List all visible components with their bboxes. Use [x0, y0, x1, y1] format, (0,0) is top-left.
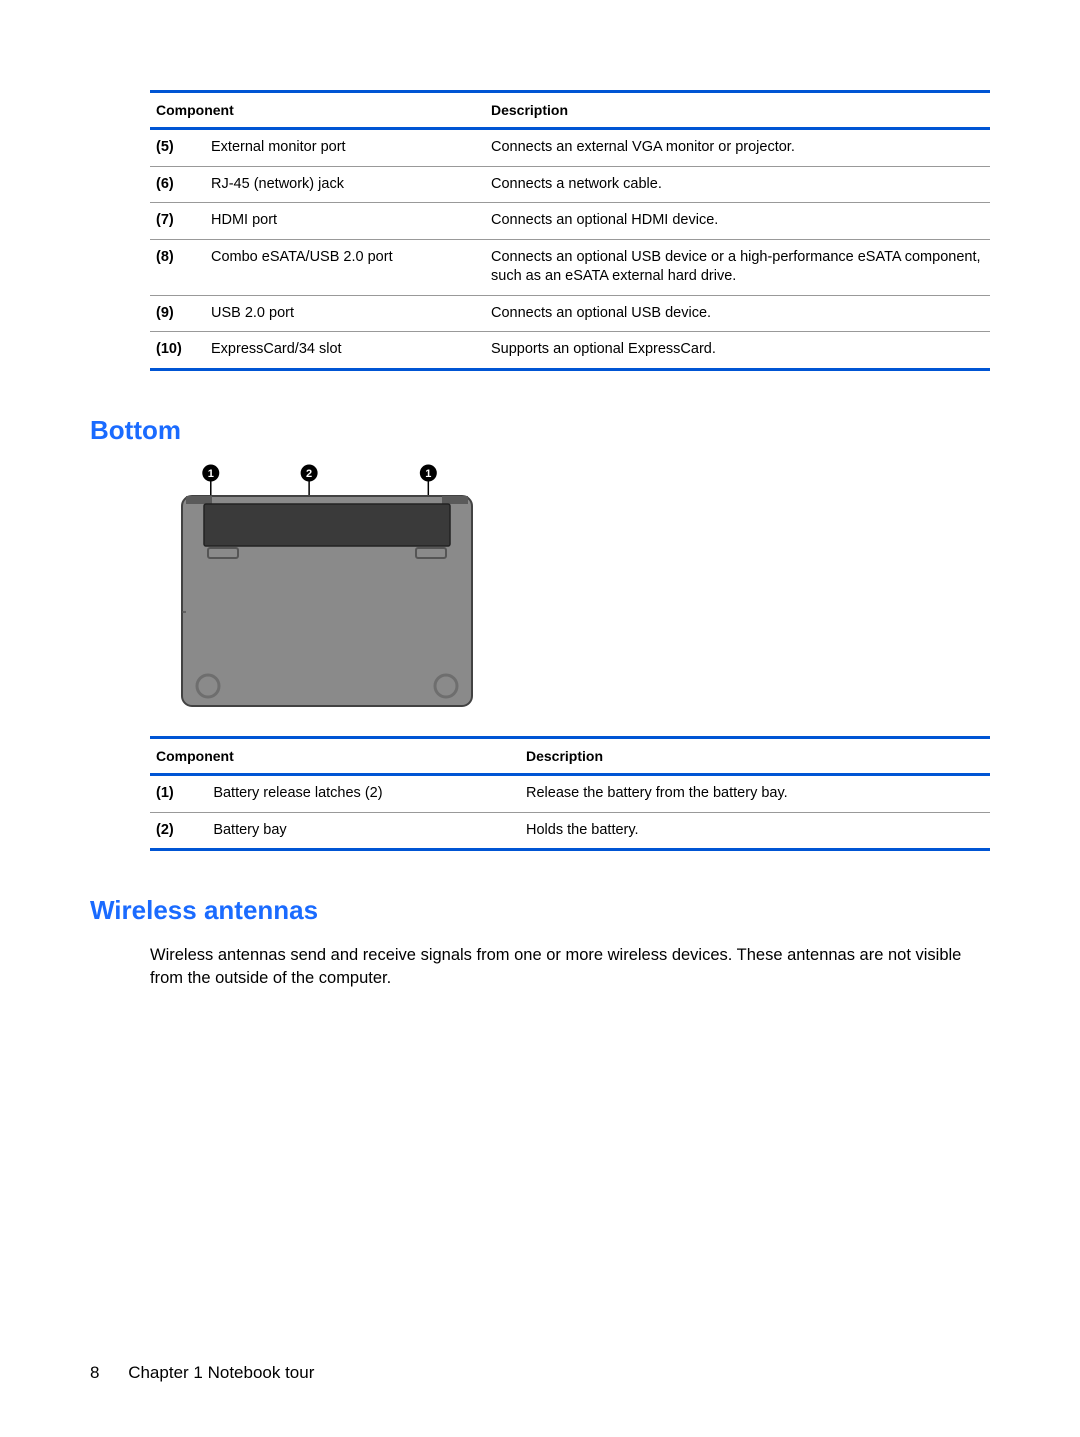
table-header-description: Description: [520, 737, 990, 774]
bottom-section-content: 1 2 1: [150, 464, 990, 851]
components-table-top: Component Description (5)External monito…: [150, 90, 990, 371]
heading-bottom: Bottom: [90, 415, 990, 446]
wireless-antennas-body: Wireless antennas send and receive signa…: [150, 944, 990, 990]
table-row: (6)RJ-45 (network) jackConnects a networ…: [150, 166, 990, 203]
table-header-component: Component: [150, 92, 485, 129]
page-number: 8: [90, 1363, 99, 1383]
row-description: Connects an optional USB device.: [485, 295, 990, 332]
row-description: Supports an optional ExpressCard.: [485, 332, 990, 370]
bottom-diagram: 1 2 1: [178, 464, 990, 714]
row-number: (2): [150, 812, 207, 850]
callout-label: 1: [208, 468, 214, 480]
row-component: External monitor port: [205, 129, 485, 167]
callout-label: 1: [425, 468, 431, 480]
row-component: Battery release latches (2): [207, 774, 520, 812]
callout-label: 2: [306, 468, 312, 480]
row-number: (1): [150, 774, 207, 812]
row-description: Connects a network cable.: [485, 166, 990, 203]
table-row: (7)HDMI portConnects an optional HDMI de…: [150, 203, 990, 240]
table-row: (1)Battery release latches (2)Release th…: [150, 774, 990, 812]
laptop-bottom-illustration: 1 2 1: [178, 464, 476, 709]
main-content: Component Description (5)External monito…: [150, 90, 990, 371]
page-footer: 8 Chapter 1 Notebook tour: [90, 1363, 314, 1383]
table-header-component: Component: [150, 737, 520, 774]
row-number: (5): [150, 129, 205, 167]
row-component: ExpressCard/34 slot: [205, 332, 485, 370]
table-row: (9)USB 2.0 portConnects an optional USB …: [150, 295, 990, 332]
row-description: Holds the battery.: [520, 812, 990, 850]
row-component: USB 2.0 port: [205, 295, 485, 332]
row-number: (8): [150, 239, 205, 295]
page: Component Description (5)External monito…: [0, 0, 1080, 1437]
row-number: (10): [150, 332, 205, 370]
row-number: (6): [150, 166, 205, 203]
row-component: Battery bay: [207, 812, 520, 850]
row-component: Combo eSATA/USB 2.0 port: [205, 239, 485, 295]
heading-wireless-antennas: Wireless antennas: [90, 895, 990, 926]
row-component: HDMI port: [205, 203, 485, 240]
chapter-title: Chapter 1 Notebook tour: [128, 1363, 314, 1382]
row-component: RJ-45 (network) jack: [205, 166, 485, 203]
row-description: Release the battery from the battery bay…: [520, 774, 990, 812]
components-table-bottom: Component Description (1)Battery release…: [150, 736, 990, 851]
row-number: (7): [150, 203, 205, 240]
row-description: Connects an external VGA monitor or proj…: [485, 129, 990, 167]
row-description: Connects an optional USB device or a hig…: [485, 239, 990, 295]
table-header-description: Description: [485, 92, 990, 129]
row-number: (9): [150, 295, 205, 332]
row-description: Connects an optional HDMI device.: [485, 203, 990, 240]
table-row: (8)Combo eSATA/USB 2.0 portConnects an o…: [150, 239, 990, 295]
table-row: (2)Battery bayHolds the battery.: [150, 812, 990, 850]
table-row: (5)External monitor portConnects an exte…: [150, 129, 990, 167]
table-row: (10)ExpressCard/34 slotSupports an optio…: [150, 332, 990, 370]
